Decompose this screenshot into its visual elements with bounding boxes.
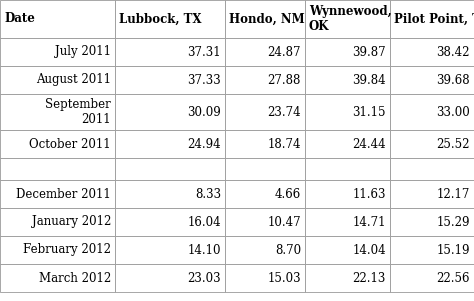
Bar bbox=[305, 130, 390, 158]
Bar bbox=[305, 94, 390, 130]
Bar bbox=[0, 158, 115, 180]
Text: 8.70: 8.70 bbox=[275, 244, 301, 256]
Bar bbox=[115, 94, 225, 130]
Text: 10.47: 10.47 bbox=[267, 216, 301, 228]
Bar bbox=[0, 38, 115, 66]
Bar bbox=[0, 264, 115, 292]
Bar bbox=[225, 208, 305, 236]
Bar bbox=[115, 130, 225, 158]
Bar bbox=[390, 66, 474, 94]
Bar bbox=[390, 264, 474, 292]
Bar bbox=[305, 158, 390, 180]
Text: 16.04: 16.04 bbox=[187, 216, 221, 228]
Bar bbox=[115, 180, 225, 208]
Text: 11.63: 11.63 bbox=[353, 188, 386, 200]
Bar bbox=[225, 130, 305, 158]
Text: 14.71: 14.71 bbox=[353, 216, 386, 228]
Bar bbox=[390, 38, 474, 66]
Text: March 2012: March 2012 bbox=[39, 272, 111, 284]
Text: 4.66: 4.66 bbox=[275, 188, 301, 200]
Text: 39.87: 39.87 bbox=[352, 45, 386, 58]
Text: 39.84: 39.84 bbox=[352, 73, 386, 86]
Text: Lubbock, TX: Lubbock, TX bbox=[119, 13, 201, 26]
Text: December 2011: December 2011 bbox=[16, 188, 111, 200]
Bar bbox=[305, 208, 390, 236]
Bar bbox=[225, 38, 305, 66]
Bar bbox=[0, 94, 115, 130]
Bar bbox=[390, 180, 474, 208]
Text: 22.56: 22.56 bbox=[437, 272, 470, 284]
Text: 25.52: 25.52 bbox=[437, 138, 470, 150]
Text: Date: Date bbox=[4, 13, 35, 26]
Bar bbox=[225, 94, 305, 130]
Bar bbox=[0, 180, 115, 208]
Bar bbox=[225, 180, 305, 208]
Bar bbox=[225, 158, 305, 180]
Text: 31.15: 31.15 bbox=[353, 105, 386, 119]
Bar bbox=[225, 264, 305, 292]
Text: 30.09: 30.09 bbox=[187, 105, 221, 119]
Text: 24.94: 24.94 bbox=[187, 138, 221, 150]
Bar bbox=[115, 38, 225, 66]
Text: Pilot Point, TX: Pilot Point, TX bbox=[394, 13, 474, 26]
Bar bbox=[305, 264, 390, 292]
Bar bbox=[390, 130, 474, 158]
Bar bbox=[0, 130, 115, 158]
Text: 24.44: 24.44 bbox=[352, 138, 386, 150]
Text: 27.88: 27.88 bbox=[268, 73, 301, 86]
Text: September
2011: September 2011 bbox=[45, 98, 111, 126]
Bar bbox=[0, 0, 115, 38]
Bar bbox=[390, 94, 474, 130]
Bar bbox=[115, 158, 225, 180]
Bar bbox=[115, 66, 225, 94]
Text: 22.13: 22.13 bbox=[353, 272, 386, 284]
Text: 39.68: 39.68 bbox=[437, 73, 470, 86]
Text: 38.42: 38.42 bbox=[437, 45, 470, 58]
Text: 33.00: 33.00 bbox=[436, 105, 470, 119]
Bar bbox=[115, 208, 225, 236]
Bar bbox=[390, 158, 474, 180]
Bar bbox=[390, 236, 474, 264]
Bar bbox=[0, 208, 115, 236]
Bar bbox=[115, 0, 225, 38]
Text: 12.17: 12.17 bbox=[437, 188, 470, 200]
Text: Wynnewood,
OK: Wynnewood, OK bbox=[309, 5, 392, 33]
Text: 15.29: 15.29 bbox=[437, 216, 470, 228]
Text: 23.03: 23.03 bbox=[187, 272, 221, 284]
Bar bbox=[115, 236, 225, 264]
Text: 8.33: 8.33 bbox=[195, 188, 221, 200]
Text: 23.74: 23.74 bbox=[267, 105, 301, 119]
Bar bbox=[305, 0, 390, 38]
Bar bbox=[225, 236, 305, 264]
Text: February 2012: February 2012 bbox=[23, 244, 111, 256]
Bar bbox=[305, 180, 390, 208]
Text: Hondo, NM: Hondo, NM bbox=[229, 13, 305, 26]
Bar bbox=[305, 236, 390, 264]
Text: 24.87: 24.87 bbox=[267, 45, 301, 58]
Text: 14.04: 14.04 bbox=[352, 244, 386, 256]
Bar bbox=[305, 38, 390, 66]
Bar bbox=[0, 236, 115, 264]
Text: 15.19: 15.19 bbox=[437, 244, 470, 256]
Text: January 2012: January 2012 bbox=[32, 216, 111, 228]
Text: 37.33: 37.33 bbox=[187, 73, 221, 86]
Text: October 2011: October 2011 bbox=[29, 138, 111, 150]
Text: 37.31: 37.31 bbox=[187, 45, 221, 58]
Bar bbox=[390, 0, 474, 38]
Text: 14.10: 14.10 bbox=[188, 244, 221, 256]
Bar bbox=[115, 264, 225, 292]
Bar bbox=[305, 66, 390, 94]
Bar bbox=[225, 0, 305, 38]
Bar bbox=[225, 66, 305, 94]
Text: 18.74: 18.74 bbox=[267, 138, 301, 150]
Text: 15.03: 15.03 bbox=[267, 272, 301, 284]
Bar bbox=[390, 208, 474, 236]
Text: August 2011: August 2011 bbox=[36, 73, 111, 86]
Bar bbox=[0, 66, 115, 94]
Text: July 2011: July 2011 bbox=[55, 45, 111, 58]
